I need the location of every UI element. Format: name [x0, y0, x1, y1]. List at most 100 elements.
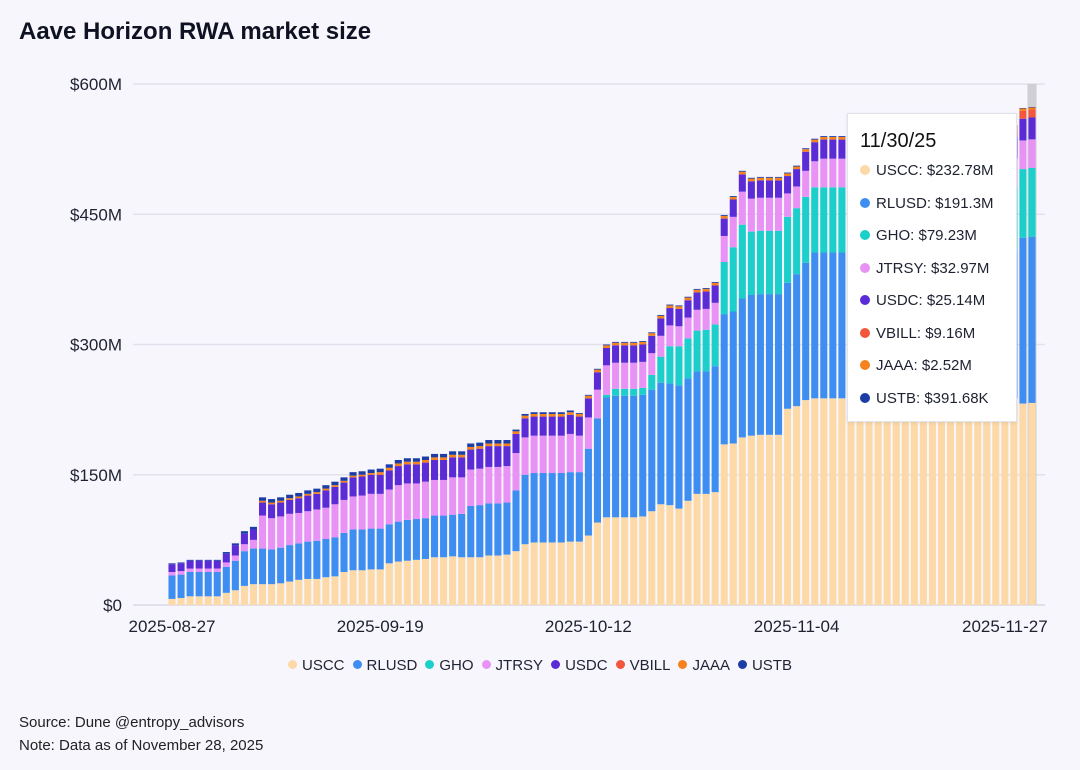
- bar-segment-usdc[interactable]: [602, 347, 611, 366]
- bar-segment-jtrsy[interactable]: [784, 193, 792, 217]
- bar-segment-rlusd[interactable]: [566, 472, 574, 542]
- bar-segment-ustb[interactable]: [440, 453, 448, 458]
- bar-segment-ustb[interactable]: [539, 412, 547, 414]
- bar-segment-jaaa[interactable]: [412, 461, 420, 465]
- bar-segment-uscc[interactable]: [584, 535, 592, 605]
- bar-segment-usdc[interactable]: [720, 218, 728, 236]
- bar-segment-rlusd[interactable]: [177, 574, 185, 599]
- bar-segment-ustb[interactable]: [711, 281, 719, 283]
- bar-segment-uscc[interactable]: [231, 590, 239, 605]
- bar-segment-jtrsy[interactable]: [675, 326, 683, 347]
- bar-segment-jaaa[interactable]: [539, 413, 547, 417]
- bar-segment-uscc[interactable]: [421, 558, 430, 605]
- bar-segment-jtrsy[interactable]: [268, 518, 276, 550]
- bar-segment-gho[interactable]: [829, 187, 837, 253]
- bar-segment-jaaa[interactable]: [376, 472, 384, 475]
- bar-segment-usdc[interactable]: [204, 560, 212, 569]
- bar-segment-ustb[interactable]: [738, 170, 746, 172]
- bar-segment-gho[interactable]: [602, 394, 611, 398]
- bar-segment-jaaa[interactable]: [385, 467, 393, 471]
- bar-segment-jtrsy[interactable]: [802, 170, 810, 197]
- bar-segment-usdc[interactable]: [711, 285, 719, 303]
- bar-segment-uscc[interactable]: [1010, 398, 1018, 605]
- bar-segment-uscc[interactable]: [711, 492, 719, 605]
- bar-segment-rlusd[interactable]: [684, 378, 692, 501]
- bar-segment-uscc[interactable]: [639, 516, 647, 605]
- bar-segment-rlusd[interactable]: [829, 252, 837, 399]
- bar-segment-rlusd[interactable]: [213, 572, 221, 597]
- bar-segment-uscc[interactable]: [657, 504, 665, 605]
- bar-segment-rlusd[interactable]: [258, 548, 267, 585]
- bar-segment-jtrsy[interactable]: [349, 496, 357, 530]
- bar-segment-uscc[interactable]: [322, 577, 330, 605]
- bar-segment-jtrsy[interactable]: [367, 493, 375, 529]
- bar-segment-uscc[interactable]: [557, 542, 565, 605]
- bar-segment-jtrsy[interactable]: [702, 308, 710, 330]
- bar-segment-usdc[interactable]: [430, 459, 439, 480]
- bar-segment-rlusd[interactable]: [412, 519, 420, 560]
- bar-segment-ustb[interactable]: [458, 451, 466, 455]
- bar-segment-rlusd[interactable]: [449, 514, 457, 557]
- bar-segment-rlusd[interactable]: [548, 473, 556, 543]
- bar-segment-jtrsy[interactable]: [240, 544, 248, 552]
- bar-segment-ustb[interactable]: [421, 456, 430, 460]
- bar-segment-jaaa[interactable]: [593, 369, 602, 373]
- legend-item[interactable]: USTB: [737, 657, 792, 674]
- bar-segment-uscc[interactable]: [575, 541, 583, 605]
- bar-segment-usdc[interactable]: [295, 498, 303, 513]
- bar-segment-jtrsy[interactable]: [277, 516, 285, 548]
- bar-segment-jtrsy[interactable]: [322, 507, 330, 540]
- bar-segment-rlusd[interactable]: [349, 529, 357, 571]
- bar-segment-uscc[interactable]: [539, 542, 547, 605]
- bar-segment-gho[interactable]: [675, 346, 683, 386]
- bar-segment-usdc[interactable]: [376, 474, 384, 494]
- bar-segment-usdc[interactable]: [412, 464, 420, 484]
- bar-segment-ustb[interactable]: [802, 148, 810, 150]
- bar-segment-uscc[interactable]: [946, 398, 955, 605]
- bar-segment-rlusd[interactable]: [657, 382, 665, 505]
- bar-segment-usdc[interactable]: [349, 477, 357, 497]
- bar-segment-usdc[interactable]: [593, 372, 602, 390]
- bar-segment-rlusd[interactable]: [385, 524, 393, 564]
- bar-segment-jtrsy[interactable]: [204, 568, 212, 573]
- bar-segment-uscc[interactable]: [449, 556, 457, 605]
- bar-segment-ustb[interactable]: [557, 412, 565, 414]
- bar-segment-usdc[interactable]: [340, 482, 348, 500]
- bar-segment-uscc[interactable]: [675, 508, 683, 605]
- bar-segment-jtrsy[interactable]: [838, 158, 846, 188]
- bar-segment-uscc[interactable]: [892, 398, 900, 605]
- bar-segment-rlusd[interactable]: [802, 262, 810, 401]
- bar-segment-rlusd[interactable]: [340, 532, 348, 573]
- bar-segment-usdc[interactable]: [820, 139, 828, 159]
- bar-segment-usdc[interactable]: [630, 345, 638, 363]
- bar-segment-ustb[interactable]: [602, 344, 611, 346]
- bar-segment-jaaa[interactable]: [693, 289, 701, 293]
- bar-segment-rlusd[interactable]: [639, 394, 647, 517]
- bar-segment-uscc[interactable]: [249, 584, 258, 605]
- bar-segment-rlusd[interactable]: [277, 547, 285, 584]
- bar-segment-vbill[interactable]: [1028, 109, 1036, 118]
- bar-segment-rlusd[interactable]: [304, 541, 312, 579]
- bar-segment-ustb[interactable]: [512, 429, 520, 432]
- bar-segment-uscc[interactable]: [847, 398, 855, 605]
- bar-segment-usdc[interactable]: [811, 142, 819, 162]
- bar-segment-rlusd[interactable]: [675, 385, 683, 509]
- bar-segment-rlusd[interactable]: [458, 513, 466, 558]
- bar-segment-usdc[interactable]: [539, 416, 547, 436]
- bar-segment-jaaa[interactable]: [820, 136, 828, 140]
- bar-segment-jaaa[interactable]: [774, 177, 783, 181]
- bar-segment-uscc[interactable]: [476, 557, 484, 605]
- bar-segment-jaaa[interactable]: [521, 415, 529, 419]
- bar-segment-jaaa[interactable]: [268, 502, 276, 505]
- bar-segment-uscc[interactable]: [621, 517, 629, 605]
- bar-segment-uscc[interactable]: [983, 398, 991, 605]
- bar-segment-jtrsy[interactable]: [747, 198, 755, 232]
- bar-segment-jtrsy[interactable]: [394, 485, 402, 522]
- bar-segment-uscc[interactable]: [856, 398, 864, 605]
- bar-segment-ustb[interactable]: [358, 471, 366, 475]
- bar-segment-jtrsy[interactable]: [774, 197, 783, 231]
- bar-segment-uscc[interactable]: [286, 581, 294, 605]
- bar-segment-uscc[interactable]: [937, 398, 946, 605]
- bar-segment-ustb[interactable]: [593, 368, 602, 370]
- bar-segment-uscc[interactable]: [648, 511, 656, 605]
